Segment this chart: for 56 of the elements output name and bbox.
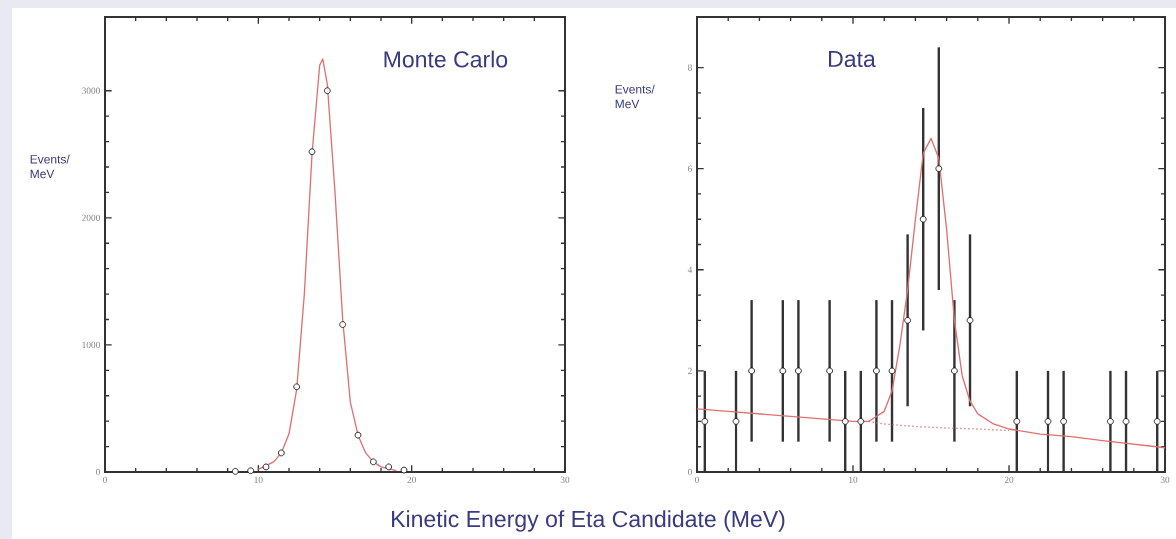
text: Monte Carlo [384,50,508,68]
x-tick-label: 10 [254,476,263,483]
y-tick-label: 2 [688,367,692,374]
x-tick-label: 20 [407,476,416,483]
y-tick-label: 2000 [82,214,100,221]
point [354,431,362,439]
y-axis-title: Events/ MeV [615,84,655,109]
point [247,467,255,475]
text: Data [829,51,876,68]
y-tick-label: 1000 [82,341,100,349]
point [1060,418,1067,425]
point [308,148,316,156]
x-tick-label: 30 [560,476,570,483]
point [888,367,896,375]
point [1107,418,1114,425]
point [232,468,239,475]
point [370,458,377,466]
point [1044,418,1052,425]
y-tick-label: 8 [687,64,692,71]
point [324,87,331,95]
point [1013,418,1021,425]
y-tick-label: 6 [688,165,693,172]
point [262,463,270,471]
x-tick-label: 0 [695,476,699,483]
y-tick-label: 0 [687,468,692,476]
point [732,418,740,425]
point [293,383,301,391]
point [339,321,347,328]
line-series [867,420,1010,432]
point [748,367,755,375]
point [919,215,927,223]
point [826,367,833,375]
y-axis-title: Events/ MeV [30,154,70,179]
point [951,367,958,375]
point [935,165,943,172]
point [966,316,974,324]
y-tick-label: 3000 [82,87,100,94]
point [873,367,880,375]
point [385,463,393,471]
point [904,316,911,324]
x-tick-label: 0 [103,476,107,483]
point [1122,418,1130,425]
x-tick-label: 10 [849,476,858,483]
point [795,367,802,375]
x-tick-label: 20 [1004,476,1014,483]
x-axis-title: Kinetic Energy of Eta Candidate (MeV) [392,510,785,532]
point [857,418,865,425]
point [1153,418,1161,425]
point [779,367,787,375]
point [278,449,285,457]
y-tick-label: 0 [95,468,100,476]
x-tick-label: 30 [1160,476,1170,483]
y-tick-label: 4 [687,266,693,273]
point [841,418,849,425]
point [400,466,408,474]
point [701,418,709,425]
